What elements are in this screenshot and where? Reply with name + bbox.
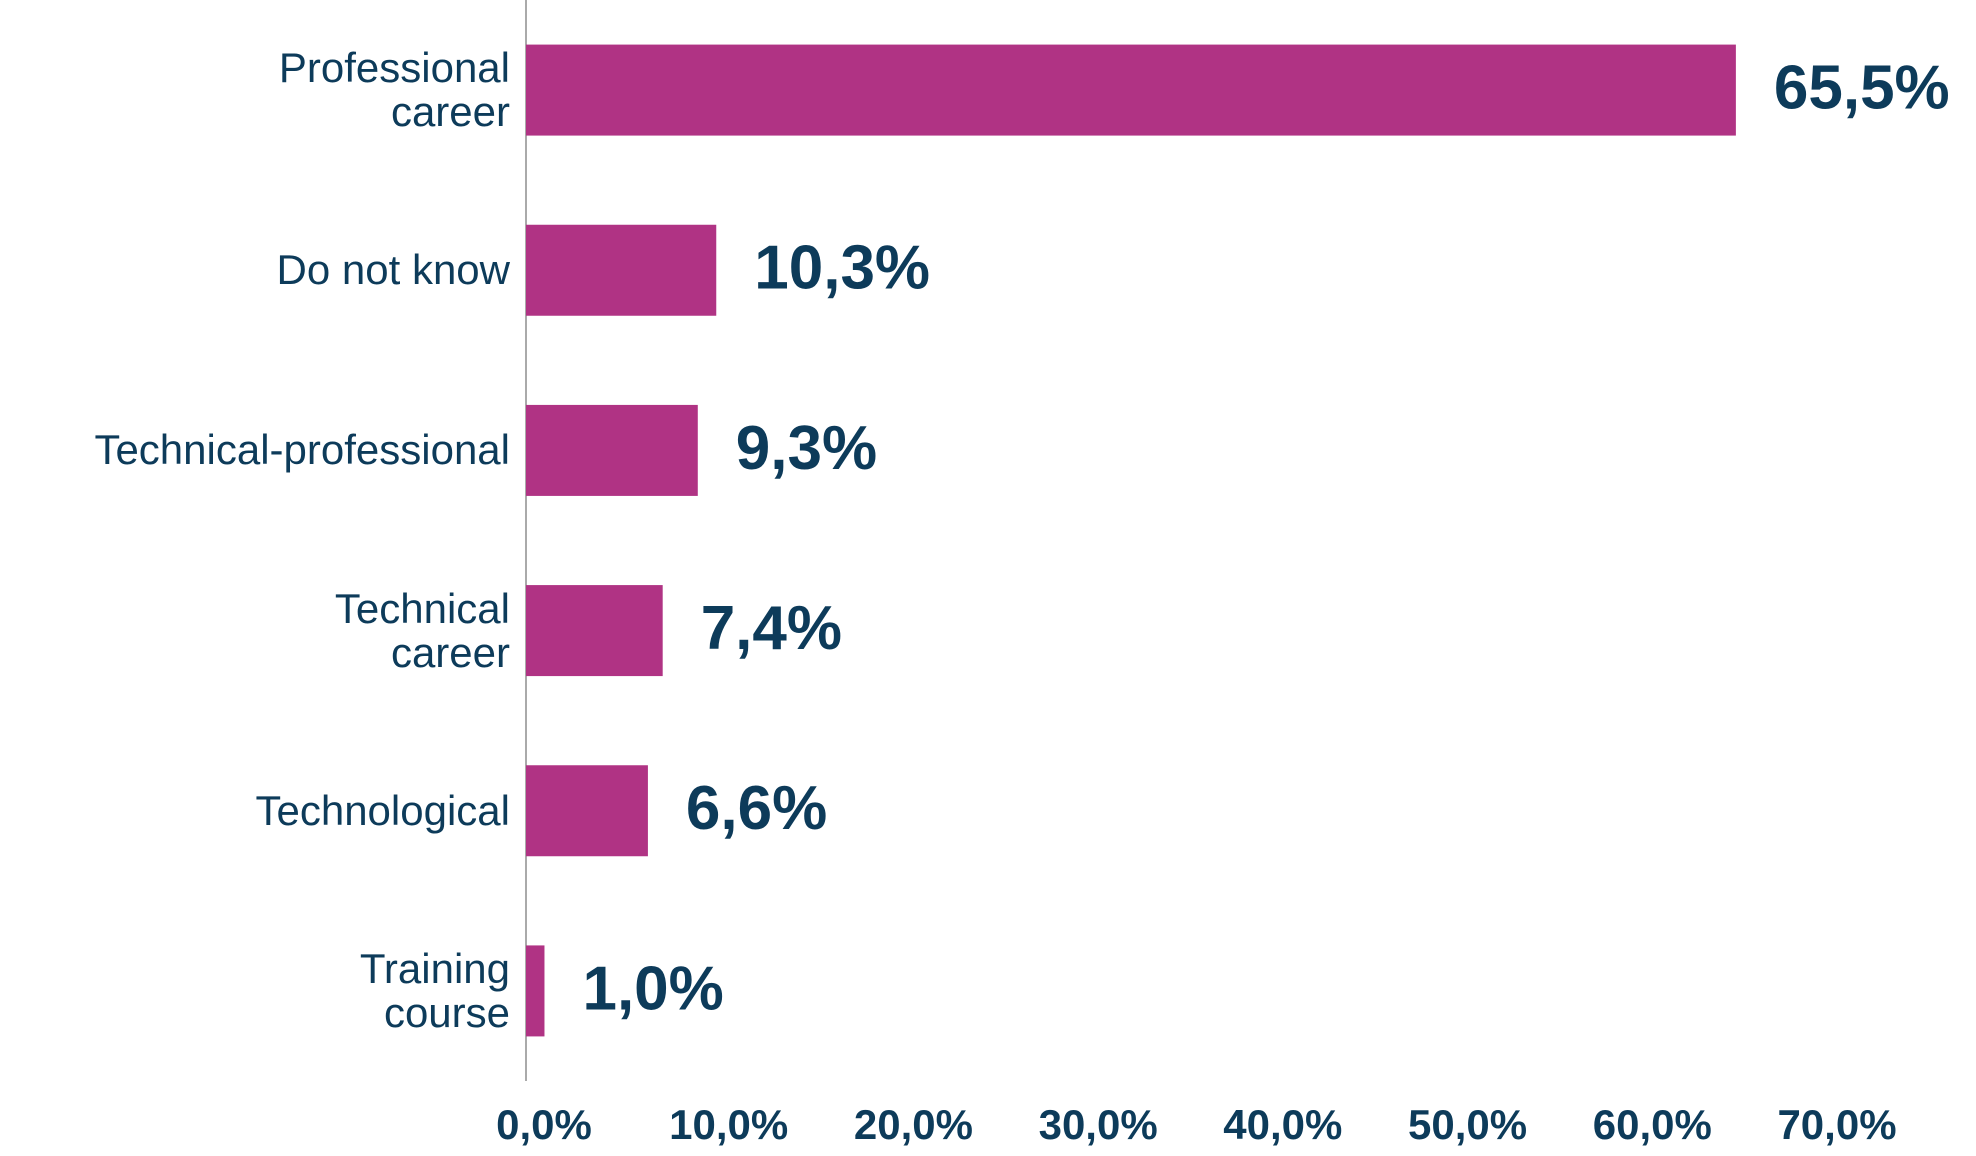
y-tick-label: Do not know: [276, 246, 510, 294]
bar: [526, 945, 545, 1037]
x-tick-label: 10,0%: [669, 1101, 788, 1148]
y-tick-label: Training course: [359, 944, 510, 1036]
x-tick-label: 70,0%: [1777, 1101, 1896, 1148]
y-tick-label: Technical-professional: [94, 426, 510, 474]
bar: [526, 585, 663, 677]
value-label: 7,4%: [701, 594, 842, 663]
x-tick-label: 40,0%: [1223, 1101, 1342, 1148]
y-tick-label: Technical career: [334, 584, 510, 676]
value-label: 9,3%: [736, 414, 877, 483]
x-tick-label: 50,0%: [1408, 1101, 1527, 1148]
bar: [526, 44, 1736, 136]
value-label: 1,0%: [582, 954, 723, 1023]
value-label: 6,6%: [686, 774, 827, 843]
bar: [526, 765, 648, 857]
x-tick-label: 60,0%: [1593, 1101, 1712, 1148]
y-tick-label: Technological: [255, 786, 510, 834]
x-tick-label: 30,0%: [1039, 1101, 1158, 1148]
value-label: 10,3%: [754, 234, 930, 303]
x-tick-label: 0,0%: [496, 1101, 592, 1148]
y-tick-label: Professional career: [278, 44, 510, 136]
x-tick-label: 20,0%: [854, 1101, 973, 1148]
bar: [526, 404, 698, 496]
bar: [526, 224, 717, 316]
value-label: 65,5%: [1774, 53, 1950, 122]
